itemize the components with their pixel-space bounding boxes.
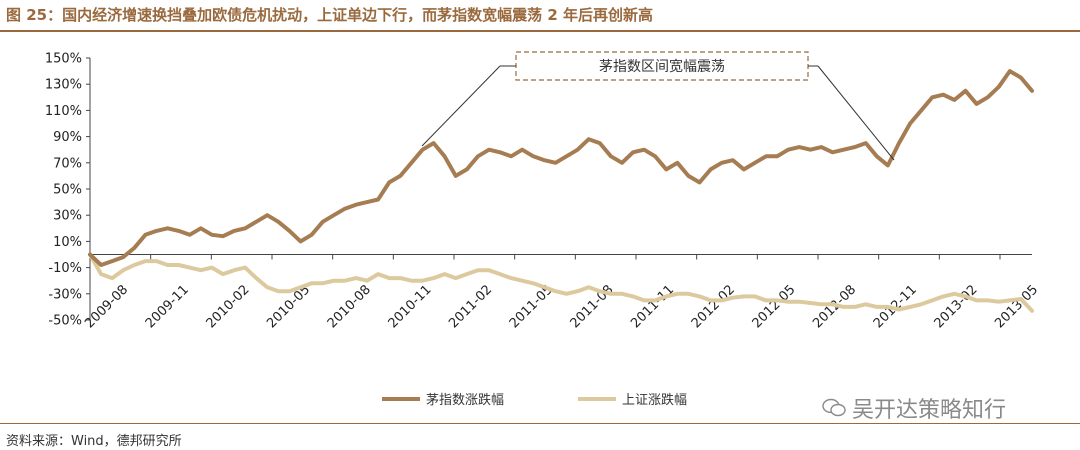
y-tick-label: -10% bbox=[48, 261, 82, 276]
x-tick-label: 2013-05 bbox=[992, 282, 1041, 331]
series-line-2 bbox=[88, 252, 1034, 313]
x-tick-label: 2011-02 bbox=[446, 282, 495, 331]
wechat-icon bbox=[822, 398, 846, 417]
source-note: 资料来源：Wind，德邦研究所 bbox=[6, 434, 182, 449]
y-tick-label: -50% bbox=[48, 314, 82, 329]
x-tick-label: 2009-11 bbox=[143, 282, 192, 331]
x-tick-label: 2010-08 bbox=[325, 282, 374, 331]
annotation-text: 茅指数区间宽幅震荡 bbox=[599, 58, 725, 75]
series-lines bbox=[88, 69, 1034, 313]
legend-label-series2: 上证涨跌幅 bbox=[622, 392, 687, 408]
x-tick-label: 2010-02 bbox=[204, 282, 253, 331]
y-tick-label: 90% bbox=[53, 130, 82, 145]
footer-divider bbox=[0, 423, 1080, 424]
y-tick-label: 10% bbox=[53, 235, 82, 250]
y-tick-label: 150% bbox=[45, 52, 82, 67]
figure-title: 图 25：国内经济增速换挡叠加欧债危机扰动，上证单边下行，而茅指数宽幅震荡 2 … bbox=[6, 6, 653, 24]
annotation-pointer-left bbox=[421, 65, 501, 147]
title-divider bbox=[0, 30, 1080, 32]
x-tick-label: 2012-05 bbox=[750, 282, 799, 331]
legend-label-series1: 茅指数涨跌幅 bbox=[426, 392, 504, 408]
y-axis-ticks: 150% 130% 110% 90% 70% 50% 30% 10% -10% -30% -50% bbox=[45, 52, 90, 329]
x-tick-label: 2012-02 bbox=[689, 282, 738, 331]
watermark: 吴开达策略知行 bbox=[822, 392, 1006, 424]
y-tick-label: 130% bbox=[45, 78, 82, 93]
y-tick-label: -30% bbox=[48, 287, 82, 302]
chart-axes bbox=[89, 58, 1032, 320]
x-tick-label: 2013-02 bbox=[932, 282, 981, 331]
legend: 茅指数涨跌幅 上证涨跌幅 bbox=[382, 392, 687, 408]
x-tick-label: 2010-11 bbox=[386, 282, 435, 331]
series-line-1 bbox=[88, 69, 1034, 267]
annotation-pointer-right bbox=[817, 65, 895, 161]
y-tick-label: 30% bbox=[53, 209, 82, 224]
y-tick-label: 50% bbox=[53, 183, 82, 198]
x-tick-label: 2011-11 bbox=[628, 282, 677, 331]
y-tick-label: 70% bbox=[53, 156, 82, 171]
watermark-text: 吴开达策略知行 bbox=[852, 398, 1007, 423]
y-tick-label: 110% bbox=[45, 104, 82, 119]
